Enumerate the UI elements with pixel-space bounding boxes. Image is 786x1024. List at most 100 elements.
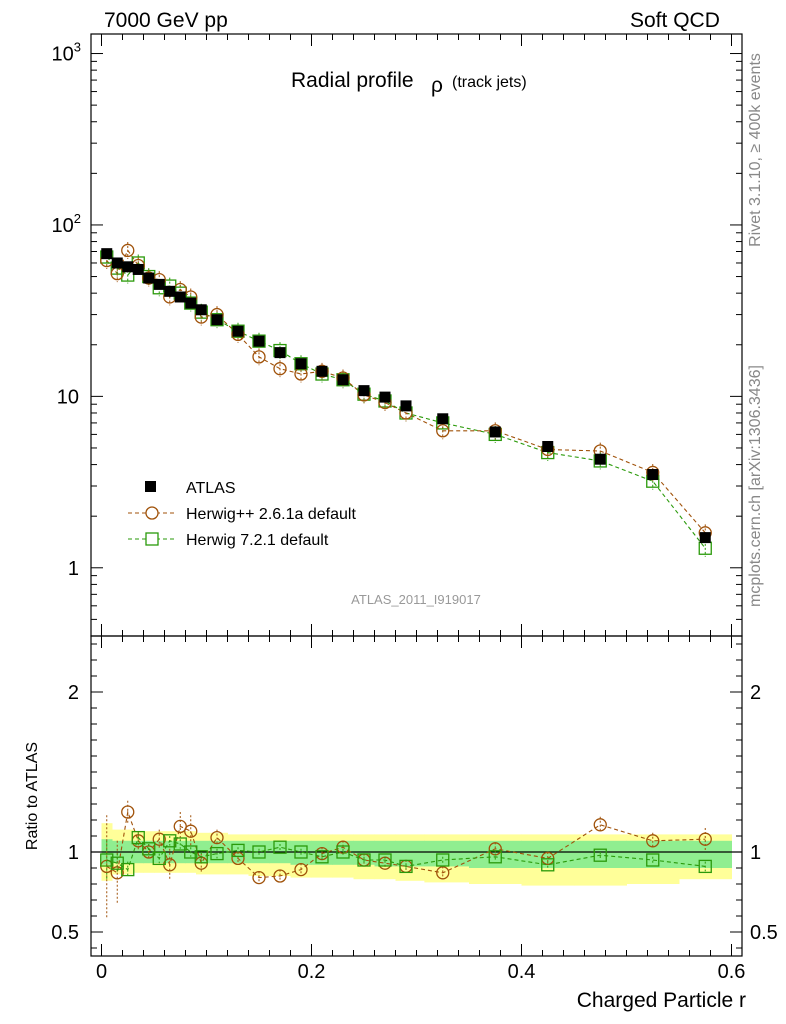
rivet-version-label: Rivet 3.1.10, ≥ 400k events [747,53,764,247]
ratio-point-herwigpp [210,830,224,845]
x-tick-label: 0.6 [718,961,746,983]
legend-label-herwig7: Herwig 7.2.1 default [186,532,329,549]
ratio-point-herwig7 [121,862,135,877]
main-point-atlas [153,278,165,290]
main-point-atlas [437,413,449,425]
main-point-atlas [647,469,659,481]
ratio-y-tick-label: 2 [68,682,79,704]
main-point-atlas [164,285,176,297]
legend-marker-herwig7 [145,532,159,546]
main-point-atlas [337,374,349,386]
main-point-atlas [132,263,144,275]
ratio-plot-frame [90,635,743,957]
x-tick-label: 0 [96,961,107,983]
ratio-point-herwig7 [315,850,329,864]
main-point-herwig7 [210,313,224,327]
ratio-point-herwig7 [163,834,177,848]
main-point-atlas [316,365,328,377]
main-point-herwig7 [252,334,266,348]
ratio-point-herwigpp [294,862,308,877]
ratio-point-herwigpp [436,866,450,880]
main-point-herwigpp [142,271,156,285]
analysis-id: ATLAS_2011_I919017 [351,592,481,607]
legend: ATLAS Herwig++ 2.6.1a default Herwig 7.2… [128,480,356,549]
ratio-band-green [574,840,627,868]
main-point-atlas [274,347,286,359]
ratio-y-axis-label: Ratio to ATLAS [24,742,41,850]
ratio-panel: 2 2 1 1 0.5 0.5 0 0.2 0.4 0.6 [51,635,778,983]
ratio-point-herwig7 [541,858,555,872]
main-point-atlas [400,400,412,412]
legend-label-atlas: ATLAS [186,480,236,497]
title-symbol: ρ [431,74,443,97]
ratio-series-line-0 [106,809,706,879]
ratio-point-herwig7 [698,859,712,874]
main-point-atlas [594,453,606,465]
legend-marker-herwigpp [145,506,159,520]
ratio-y-tick-label-right: 0.5 [750,922,778,944]
ratio-point-herwigpp [646,834,660,848]
ratio-y-tick-label-right: 1 [750,842,761,864]
main-y-tick-label: 10 [57,386,79,408]
ratio-point-herwigpp [593,818,607,832]
ratio-point-herwigpp [252,870,266,885]
ratio-point-herwigpp [152,832,166,846]
main-point-atlas [699,532,711,544]
main-point-atlas [122,261,134,273]
ratio-point-herwig7 [646,853,660,867]
x-tick-label: 0.2 [298,961,326,983]
main-point-atlas [542,440,554,452]
main-point-atlas [358,385,370,397]
main-point-atlas [101,248,113,260]
main-point-atlas [211,314,223,326]
ratio-y-tick-label-right: 2 [750,682,761,704]
main-point-atlas [143,272,155,284]
ratio-point-herwig7 [131,830,145,845]
main-point-atlas [111,257,123,269]
header-energy-label: 7000 GeV pp [104,9,228,32]
main-y-tick-label: 1 [68,558,79,580]
ratio-point-herwig7 [378,853,392,867]
ratio-point-herwigpp [121,805,135,819]
ratio-point-herwig7 [273,840,287,854]
ratio-point-herwig7 [294,845,308,859]
x-axis-label: Charged Particle r [577,989,746,1012]
ratio-point-herwig7 [142,842,156,856]
main-point-herwigpp [252,350,266,364]
ratio-point-herwigpp [273,869,287,883]
main-point-herwigpp [436,424,450,438]
chart-title: Radial profile ρ (track jets) [291,69,527,97]
main-point-atlas [253,335,265,347]
title-text: Radial profile [291,69,414,92]
ratio-point-herwig7 [436,853,450,867]
ratio-point-herwig7 [100,853,114,867]
main-point-atlas [489,426,501,438]
header-process-label: Soft QCD [630,9,720,32]
main-point-atlas [195,304,207,316]
ratio-point-herwig7 [336,845,350,859]
main-point-herwigpp [273,362,287,376]
ratio-point-herwig7 [173,837,187,851]
source-label: mcplots.cern.ch [arXiv:1306.3436] [747,365,764,607]
ratio-y-tick-label: 1 [68,842,79,864]
ratio-series-line-1 [106,836,706,871]
ratio-point-herwig7 [357,853,371,867]
main-point-herwigpp [121,243,135,258]
main-point-atlas [295,358,307,370]
title-subtext: (track jets) [452,74,527,91]
ratio-point-herwigpp [184,824,198,838]
main-point-atlas [174,291,186,303]
ratio-point-herwig7 [231,843,245,858]
main-point-atlas [185,297,197,309]
main-point-atlas [232,325,244,337]
legend-marker-atlas [145,481,156,492]
main-point-herwig7 [231,324,245,338]
main-point-herwigpp [315,364,329,378]
ratio-point-herwig7 [399,859,413,874]
main-point-atlas [379,391,391,403]
main-y-tick-label: 102 [52,211,81,237]
ratio-point-herwig7 [210,846,224,861]
ratio-point-herwig7 [488,850,502,864]
